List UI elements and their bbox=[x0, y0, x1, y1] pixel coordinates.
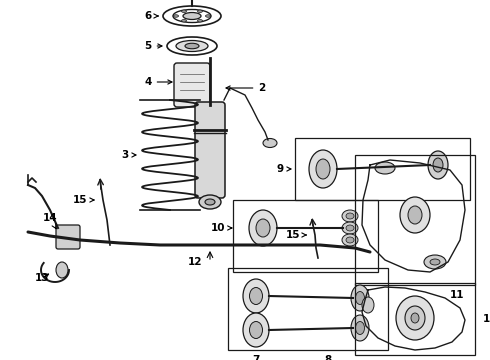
Ellipse shape bbox=[346, 237, 354, 243]
Ellipse shape bbox=[428, 151, 448, 179]
Text: 2: 2 bbox=[226, 83, 266, 93]
Ellipse shape bbox=[181, 19, 187, 22]
Ellipse shape bbox=[243, 313, 269, 347]
Bar bbox=[233, 200, 378, 272]
Text: 4: 4 bbox=[145, 77, 172, 87]
Ellipse shape bbox=[411, 313, 419, 323]
Ellipse shape bbox=[205, 15, 211, 17]
Ellipse shape bbox=[375, 162, 395, 174]
Ellipse shape bbox=[183, 13, 201, 19]
Text: 1: 1 bbox=[483, 314, 490, 324]
Text: 6: 6 bbox=[145, 11, 158, 21]
Ellipse shape bbox=[249, 288, 263, 305]
Ellipse shape bbox=[351, 315, 369, 341]
Text: 15: 15 bbox=[73, 195, 94, 205]
Ellipse shape bbox=[309, 150, 337, 188]
Ellipse shape bbox=[342, 222, 358, 234]
Ellipse shape bbox=[181, 10, 187, 13]
FancyBboxPatch shape bbox=[56, 225, 80, 249]
Ellipse shape bbox=[400, 197, 430, 233]
Ellipse shape bbox=[362, 297, 374, 313]
Ellipse shape bbox=[424, 255, 446, 269]
Ellipse shape bbox=[342, 234, 358, 246]
Ellipse shape bbox=[346, 225, 354, 231]
FancyBboxPatch shape bbox=[195, 102, 225, 198]
Ellipse shape bbox=[185, 43, 199, 49]
Bar bbox=[355, 283, 475, 355]
Text: 13: 13 bbox=[35, 273, 49, 283]
Ellipse shape bbox=[405, 306, 425, 330]
Ellipse shape bbox=[356, 321, 365, 334]
Text: 8: 8 bbox=[324, 355, 332, 360]
Ellipse shape bbox=[433, 158, 443, 172]
Ellipse shape bbox=[396, 296, 434, 340]
Ellipse shape bbox=[199, 195, 221, 209]
Ellipse shape bbox=[346, 213, 354, 219]
Text: 12: 12 bbox=[188, 257, 202, 267]
Ellipse shape bbox=[176, 40, 208, 51]
Ellipse shape bbox=[408, 206, 422, 224]
Ellipse shape bbox=[342, 210, 358, 222]
Text: 10: 10 bbox=[211, 223, 232, 233]
Text: 3: 3 bbox=[122, 150, 136, 160]
Ellipse shape bbox=[56, 262, 68, 278]
Ellipse shape bbox=[197, 19, 202, 22]
Bar bbox=[355, 155, 475, 285]
Ellipse shape bbox=[243, 279, 269, 313]
Ellipse shape bbox=[430, 259, 440, 265]
Ellipse shape bbox=[197, 10, 202, 13]
Text: 5: 5 bbox=[145, 41, 162, 51]
Ellipse shape bbox=[316, 159, 330, 179]
Ellipse shape bbox=[173, 15, 178, 17]
Ellipse shape bbox=[256, 219, 270, 237]
FancyBboxPatch shape bbox=[174, 63, 210, 107]
Text: 14: 14 bbox=[43, 213, 57, 229]
Bar bbox=[228, 268, 388, 350]
Bar bbox=[295, 138, 470, 200]
Ellipse shape bbox=[263, 139, 277, 148]
Text: 11: 11 bbox=[450, 290, 464, 300]
Ellipse shape bbox=[249, 321, 263, 338]
Ellipse shape bbox=[356, 292, 365, 305]
Text: 9: 9 bbox=[276, 164, 291, 174]
Ellipse shape bbox=[205, 199, 215, 205]
Ellipse shape bbox=[351, 285, 369, 311]
Ellipse shape bbox=[249, 210, 277, 246]
Text: 15: 15 bbox=[286, 230, 306, 240]
Text: 7: 7 bbox=[252, 355, 260, 360]
